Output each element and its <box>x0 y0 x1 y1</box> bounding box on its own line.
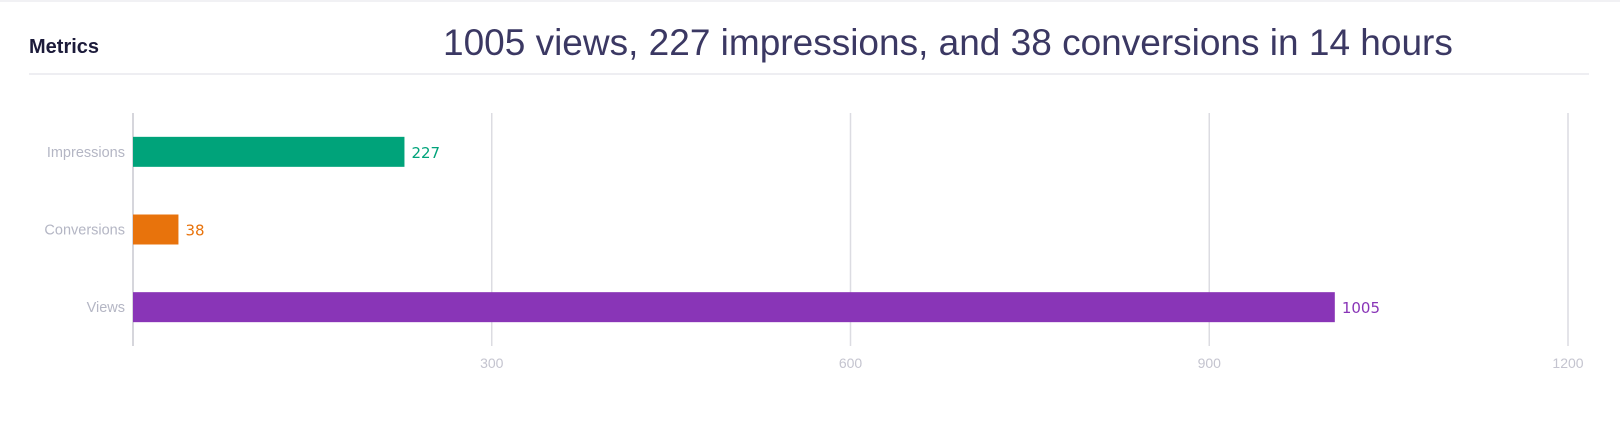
panel-title: Metrics <box>29 36 100 58</box>
y-category-label: Views <box>87 300 125 316</box>
header-divider <box>29 73 1589 75</box>
bar <box>133 136 405 167</box>
bar-value-label: 227 <box>411 144 440 162</box>
bar-value-label: 38 <box>185 222 204 240</box>
x-tick-label: 600 <box>839 355 863 371</box>
bar-value-label: 1005 <box>1342 299 1380 317</box>
bar <box>133 292 1335 323</box>
y-category-label: Conversions <box>44 223 125 239</box>
bar <box>133 214 179 245</box>
x-tick-label: 300 <box>480 355 504 371</box>
y-category-label: Impressions <box>47 145 125 161</box>
x-tick-label: 1200 <box>1552 355 1583 371</box>
summary-text: 1005 views, 227 impressions, and 38 conv… <box>443 22 1453 63</box>
card-header: Metrics 1005 views, 227 impressions, and… <box>29 2 1589 74</box>
x-tick-label: 900 <box>1198 355 1222 371</box>
